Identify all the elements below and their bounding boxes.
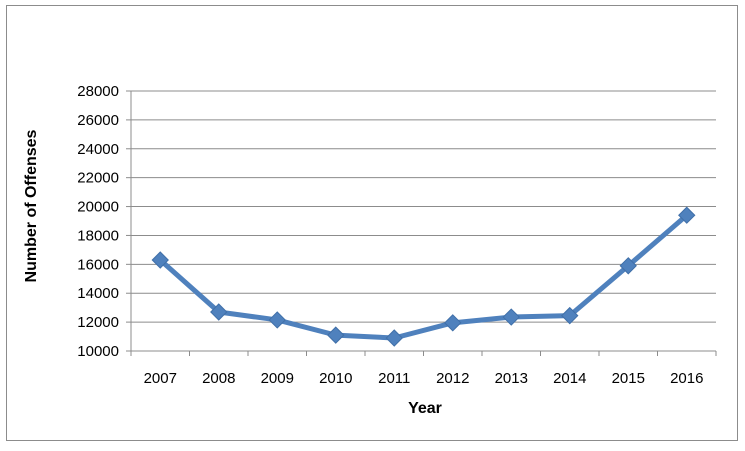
- data-point-marker: [678, 206, 696, 224]
- data-point-marker: [327, 326, 345, 344]
- x-tick-label: 2010: [319, 370, 352, 387]
- data-point-marker: [151, 251, 169, 269]
- data-point-marker: [385, 329, 403, 347]
- y-tick-labels: 10000 12000 14000 16000 18000 20000 22000 24000…: [77, 83, 119, 360]
- x-axis-title: Year: [408, 400, 442, 417]
- x-tick-labels: 2007 2008 2009 2010 2011 2012 2013 2014 2015 2016: [144, 370, 704, 387]
- y-tick-label: 28000: [77, 83, 119, 100]
- x-tick-label: 2009: [261, 370, 294, 387]
- axes: [126, 90, 717, 356]
- y-tick-label: 12000: [77, 314, 119, 331]
- x-tick-label: 2014: [553, 370, 586, 387]
- grid-lines: [131, 90, 716, 323]
- y-tick-label: 14000: [77, 285, 119, 302]
- y-tick-label: 26000: [77, 112, 119, 129]
- y-tick-label: 10000: [77, 343, 119, 360]
- data-point-marker: [619, 257, 637, 275]
- y-tick-label: 24000: [77, 141, 119, 158]
- y-tick-label: 18000: [77, 227, 119, 244]
- y-axis-title: Number of Offenses: [23, 129, 40, 282]
- data-point-marker: [268, 311, 286, 329]
- x-tick-label: 2013: [495, 370, 528, 387]
- chart-frame: [6, 5, 738, 441]
- data-point-marker: [502, 308, 520, 326]
- x-tick-label: 2008: [202, 370, 235, 387]
- x-tick-label: 2015: [612, 370, 645, 387]
- data-point-marker: [444, 314, 462, 332]
- data-point-marker: [210, 303, 228, 321]
- series: [151, 206, 696, 347]
- data-point-marker: [561, 306, 579, 325]
- y-tick-label: 22000: [77, 170, 119, 187]
- y-tick-label: 20000: [77, 199, 119, 216]
- series-line: [157, 212, 690, 341]
- x-tick-label: 2016: [670, 370, 703, 387]
- x-tick-label: 2007: [144, 370, 177, 387]
- x-tick-label: 2012: [436, 370, 469, 387]
- x-tick-label: 2011: [378, 370, 410, 387]
- y-tick-label: 16000: [77, 256, 119, 273]
